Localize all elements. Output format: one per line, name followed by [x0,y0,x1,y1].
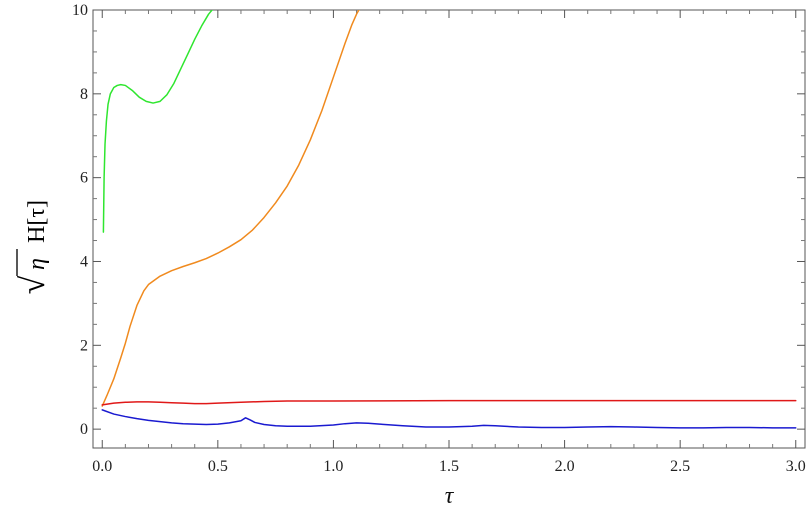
y-axis-label-radicand: η [24,258,50,270]
x-tick-label: 3.0 [786,458,806,475]
plot-frame [92,9,806,449]
y-tick-label: 4 [80,253,88,270]
series-green-line [102,10,213,233]
x-axis-ticks: 0.0 0.5 1.0 1.5 2.0 2.5 3.0 [92,10,806,475]
x-tick-label: 0.0 [92,458,112,475]
y-tick-label: 0 [80,421,88,438]
x-tick-label: 2.5 [670,458,690,475]
series-red-line [101,399,797,406]
y-tick-label: 6 [80,170,88,187]
y-tick-label: 10 [72,2,88,19]
x-tick-label: 2.0 [555,458,575,475]
y-tick-label: 8 [80,86,88,103]
y-axis-label-radical: √ [15,275,52,294]
y-axis-label-function: H[τ] [24,200,50,243]
x-axis-label: τ [445,483,455,509]
series-layer [101,10,797,429]
y-axis-label: √ η H[τ] [15,200,52,294]
x-tick-label: 0.5 [208,458,228,475]
series-blue-line [101,409,797,429]
x-tick-label: 1.0 [323,458,343,475]
y-axis-ticks: 0 2 4 6 8 10 [72,2,805,438]
y-tick-label: 2 [80,337,88,354]
series-orange-line [101,10,360,407]
x-tick-label: 1.5 [439,458,459,475]
